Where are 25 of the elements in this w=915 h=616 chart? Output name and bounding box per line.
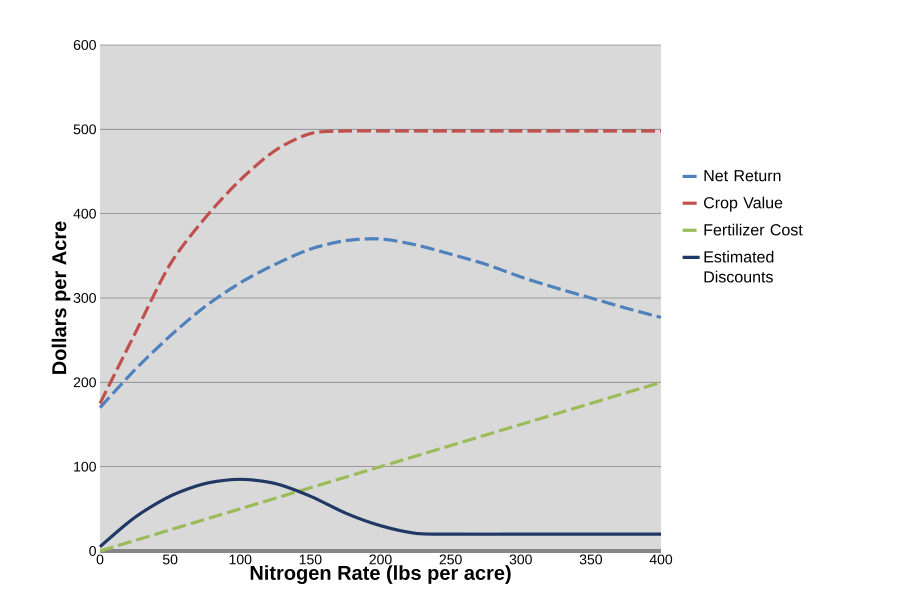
x-tick-label: 250 <box>440 554 462 564</box>
legend-label: Estimated Discounts <box>704 250 774 283</box>
x-tick-label: 350 <box>580 554 602 564</box>
legend-label: Net Return <box>704 170 780 182</box>
x-tick-label: 50 <box>162 554 178 564</box>
line-series <box>98 129 663 405</box>
y-tick-label: 600 <box>74 40 96 50</box>
y-tick-label: 400 <box>73 208 96 219</box>
x-tick-label: 200 <box>370 554 392 564</box>
x-tick-label: 150 <box>300 554 322 564</box>
x-axis-title: Nitrogen Rate (lbs per acre) <box>250 565 511 584</box>
x-tick-label: 400 <box>650 554 672 564</box>
legend-label: Crop Value <box>704 196 782 212</box>
y-tick-label: 0 <box>89 546 96 556</box>
x-tick-label: 300 <box>510 554 532 564</box>
y-tick-label: 300 <box>74 293 96 303</box>
y-tick-label: 200 <box>74 377 96 388</box>
y-tick-label: 100 <box>74 462 96 472</box>
y-tick-label: 500 <box>74 124 96 134</box>
legend-label: Fertilizer Cost <box>704 224 803 236</box>
line-series <box>98 478 663 548</box>
line-series <box>98 237 663 410</box>
y-axis-title: Dollars per Acre <box>52 221 70 374</box>
x-tick-label: 100 <box>230 554 252 564</box>
x-tick-label: 0 <box>96 554 104 564</box>
